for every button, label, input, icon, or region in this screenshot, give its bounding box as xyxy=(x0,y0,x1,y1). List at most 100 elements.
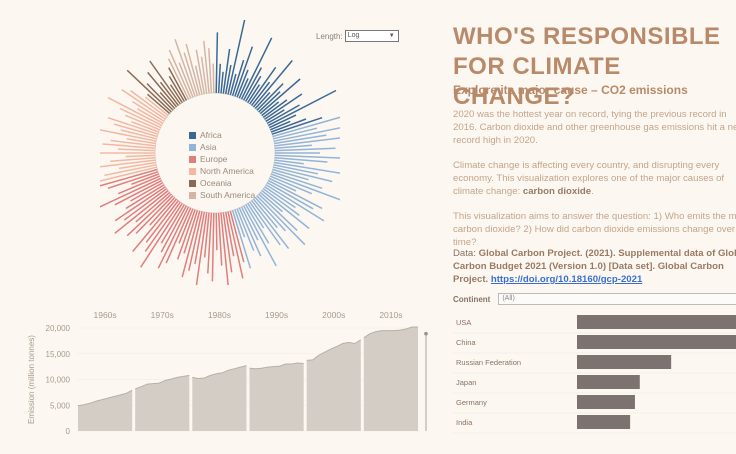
radial-bar xyxy=(123,187,168,221)
radial-bar xyxy=(168,75,185,102)
decade-label: 1960s xyxy=(93,310,116,320)
radial-bar xyxy=(130,181,164,202)
radial-bar xyxy=(234,46,254,97)
radial-bar xyxy=(194,65,203,95)
radial-bar xyxy=(252,198,278,229)
radial-bar xyxy=(220,71,224,94)
radial-bar xyxy=(217,63,222,94)
radial-bar xyxy=(126,193,172,237)
radial-bar xyxy=(271,116,323,135)
radial-bar xyxy=(264,93,303,120)
radial-bar xyxy=(265,109,285,122)
bar-category-label: Japan xyxy=(456,378,476,387)
radial-bar xyxy=(144,201,181,252)
radial-bar xyxy=(265,184,325,222)
legend-label: Europe xyxy=(200,154,228,164)
radial-bar xyxy=(254,91,271,110)
radial-bar xyxy=(195,49,206,95)
legend-swatch xyxy=(189,155,196,163)
continent-select[interactable]: (All) xyxy=(498,293,736,305)
radial-bar xyxy=(157,206,190,269)
radial-bar xyxy=(262,99,288,119)
radial-bar xyxy=(135,195,174,235)
radial-bar xyxy=(125,154,156,158)
radial-bar xyxy=(183,52,199,96)
radial-bar xyxy=(160,204,185,244)
radial-bar xyxy=(249,66,277,105)
legend-item: Africa xyxy=(189,129,255,141)
radial-bar xyxy=(126,69,172,113)
radial-bar xyxy=(251,81,271,106)
radial-bar xyxy=(125,184,165,210)
radial-bar xyxy=(266,182,314,210)
radial-bar xyxy=(126,138,156,145)
decade-label: 1970s xyxy=(151,310,174,320)
radial-bar xyxy=(267,89,337,127)
radial-bar xyxy=(242,67,263,101)
radial-bar xyxy=(215,212,218,251)
intro-paragraph-3: This visualization aims to answer the qu… xyxy=(453,211,736,248)
radial-bar xyxy=(113,123,158,138)
radial-bar xyxy=(185,43,201,96)
decade-area xyxy=(135,375,190,431)
radial-bar xyxy=(251,200,290,250)
radial-bar xyxy=(261,101,280,117)
radial-bar xyxy=(220,212,229,285)
radial-bar xyxy=(229,73,237,96)
radial-bar xyxy=(268,177,297,192)
legend-item: North America xyxy=(189,165,255,177)
radial-bar xyxy=(252,60,293,108)
intro-paragraph-2: Climate change is affecting every countr… xyxy=(453,160,725,197)
radial-bar xyxy=(125,114,160,131)
legend-label: North America xyxy=(200,166,254,176)
legend-item: Asia xyxy=(189,141,255,153)
intro-paragraph-1: 2020 was the hottest year on record, tyi… xyxy=(453,109,736,146)
radial-bar xyxy=(149,60,181,105)
radial-bar xyxy=(100,129,157,142)
radial-bar-chart xyxy=(100,20,340,285)
radial-bar xyxy=(272,116,340,138)
radial-bar xyxy=(207,212,213,274)
data-source-link[interactable]: https://doi.org/10.18160/gcp-2021 xyxy=(490,274,643,285)
radial-bar xyxy=(159,81,179,106)
radial-bar xyxy=(149,196,176,226)
radial-bar xyxy=(231,59,245,96)
radial-bar xyxy=(274,157,328,163)
radial-bar xyxy=(236,208,255,251)
length-label: Length: xyxy=(316,31,343,41)
radial-bar xyxy=(236,69,249,98)
radial-bar xyxy=(222,212,233,273)
country-bar xyxy=(577,375,640,389)
radial-bar xyxy=(200,56,208,94)
radial-bar xyxy=(231,210,252,269)
continent-filter: Continent (All) xyxy=(453,293,736,305)
radial-bar xyxy=(135,191,171,223)
radial-bar xyxy=(102,143,156,149)
radial-bar xyxy=(274,147,336,152)
y-tick-label: 10,000 xyxy=(46,376,71,385)
radial-bar xyxy=(131,120,160,133)
radial-bar xyxy=(167,58,190,100)
length-select[interactable]: Log ▼ xyxy=(344,30,399,42)
data-source-prefix: Data: xyxy=(453,248,476,259)
radial-bar xyxy=(194,211,206,265)
radial-bar xyxy=(174,38,196,97)
radial-bar xyxy=(273,166,333,183)
radial-bar xyxy=(249,201,281,246)
radial-bar xyxy=(274,161,340,174)
legend-swatch xyxy=(189,167,196,175)
radial-bar xyxy=(169,84,183,104)
radial-bar xyxy=(145,200,179,243)
continent-filter-label: Continent xyxy=(453,294,491,304)
bar-category-label: India xyxy=(456,418,473,427)
radial-bar xyxy=(119,107,162,129)
radial-bar xyxy=(259,78,301,115)
radial-bar xyxy=(147,71,178,108)
radial-bar xyxy=(224,211,235,257)
radial-bar xyxy=(273,164,319,175)
radial-bar xyxy=(118,161,156,170)
chevron-down-icon: ▼ xyxy=(388,33,395,39)
radial-bar xyxy=(247,84,261,104)
decade-line xyxy=(306,339,362,361)
legend-swatch xyxy=(189,131,196,139)
